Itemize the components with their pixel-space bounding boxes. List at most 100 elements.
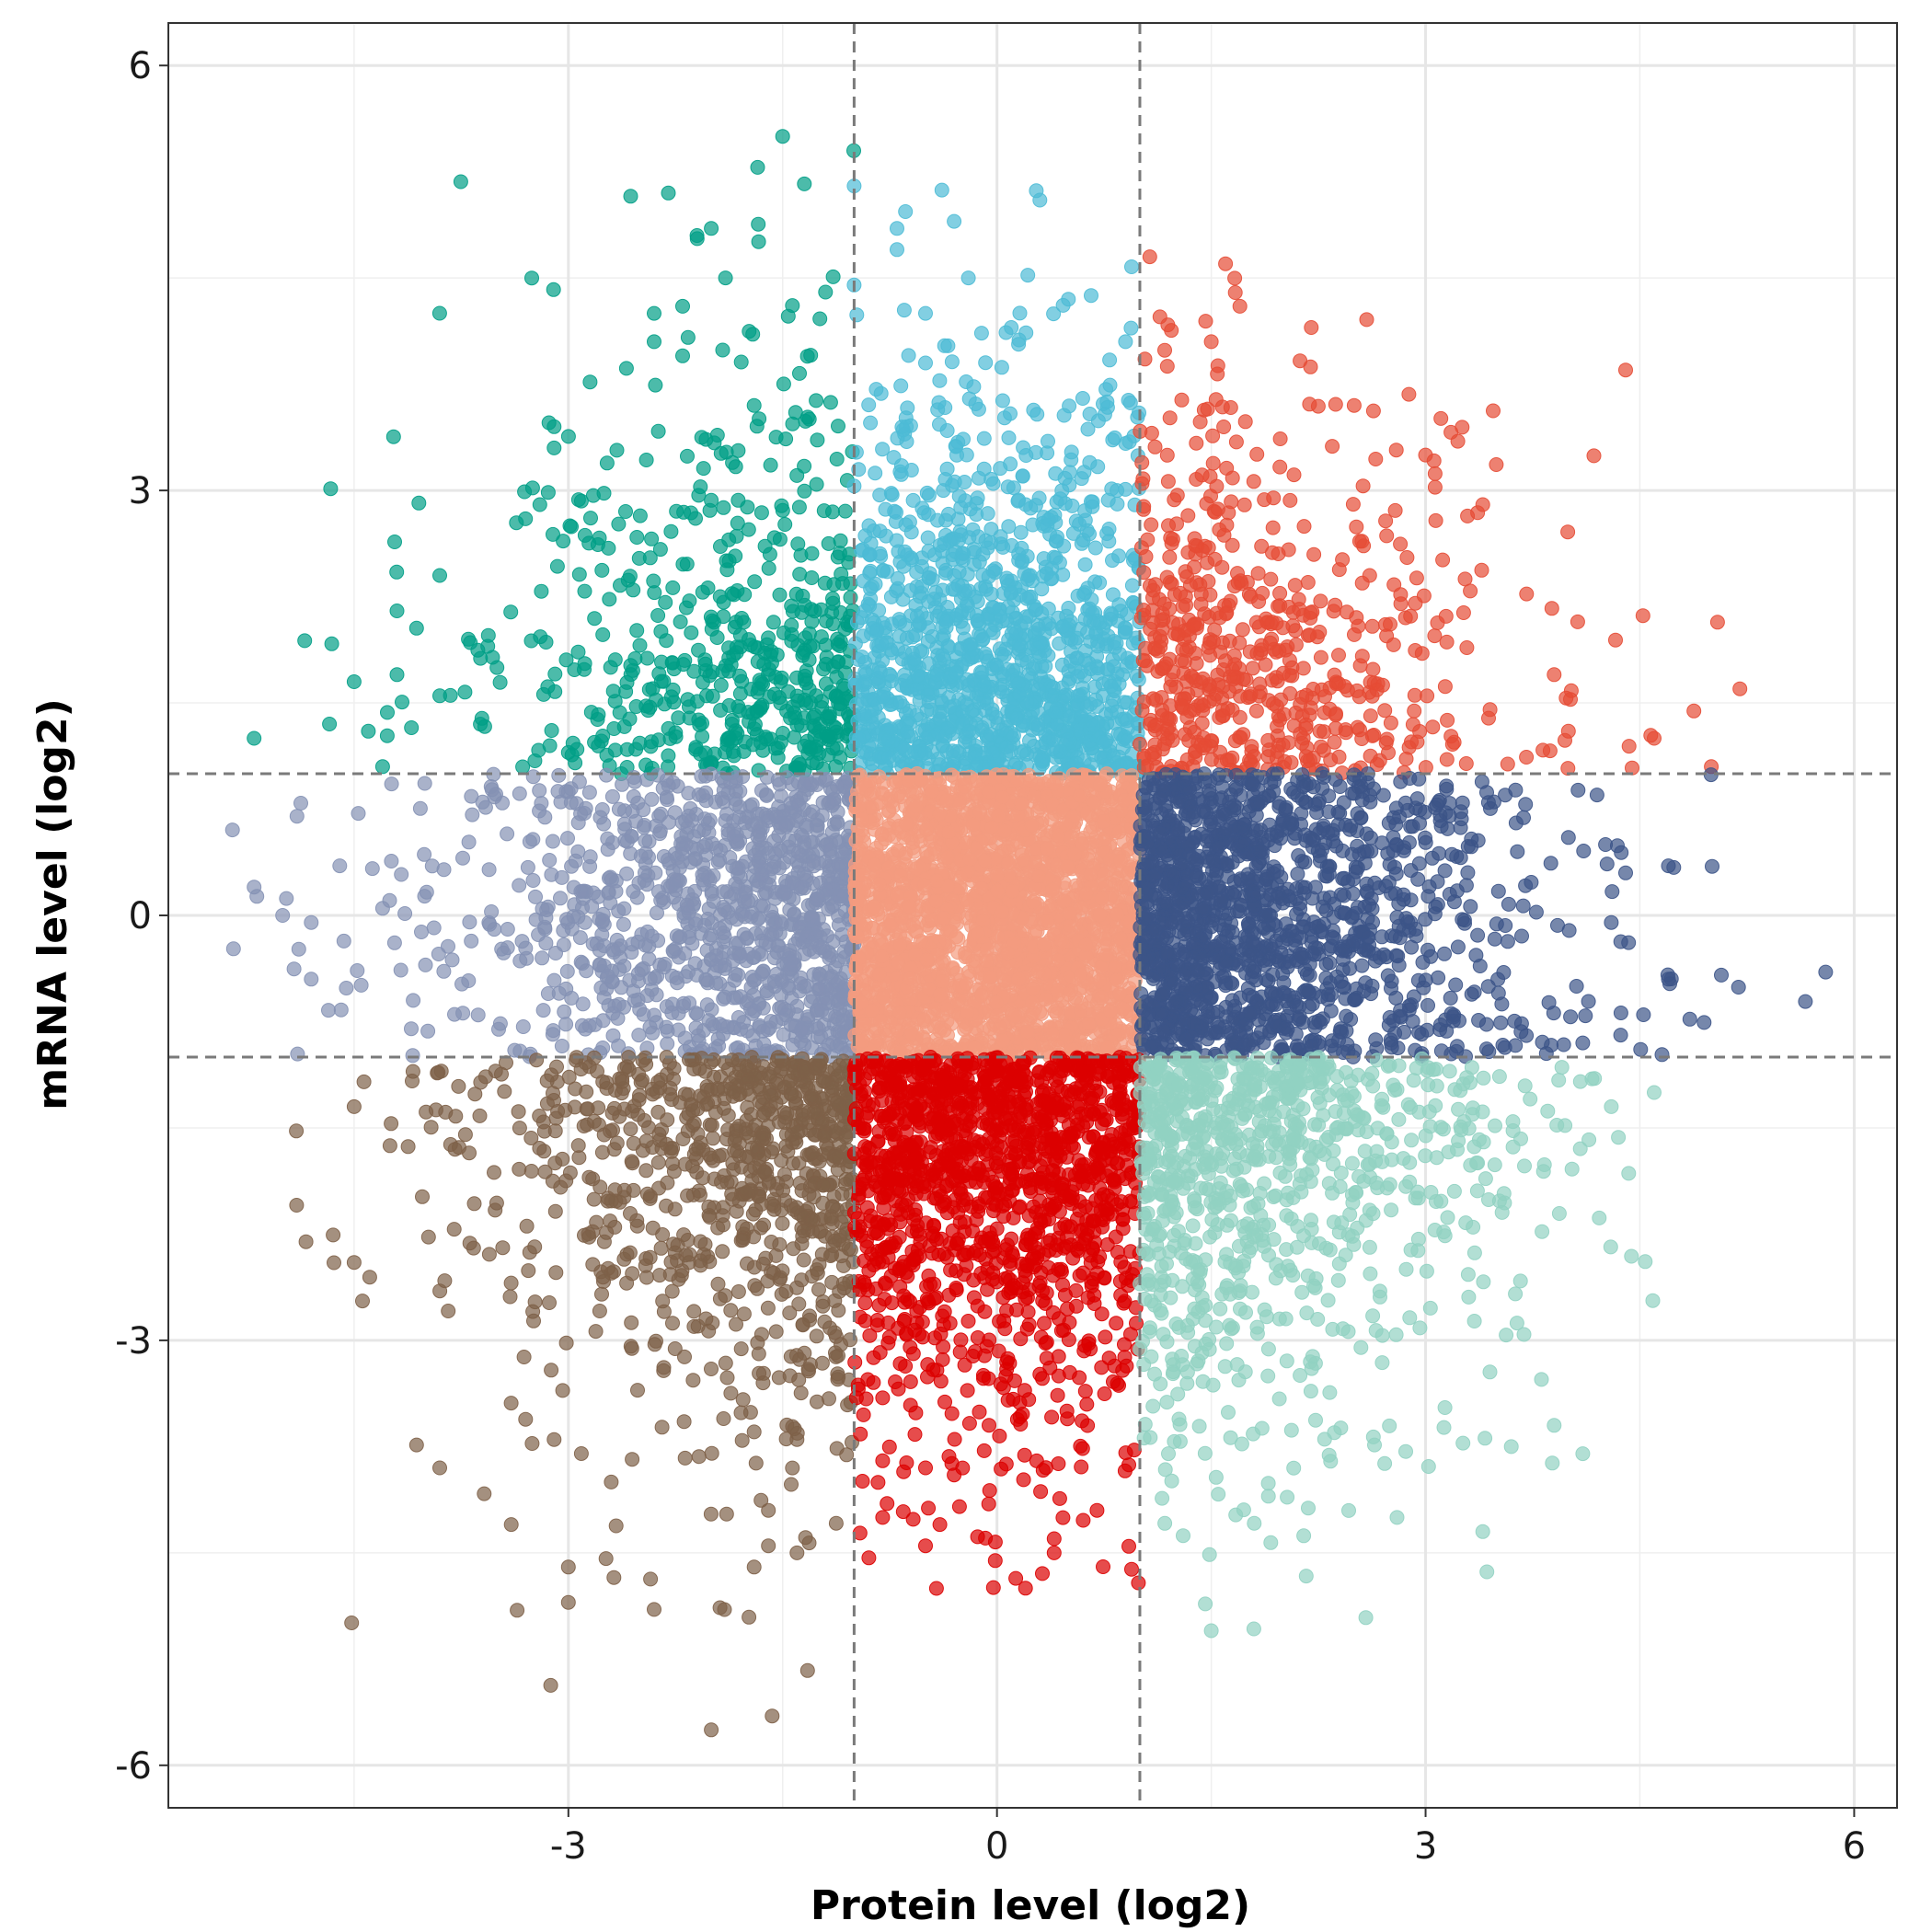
scatter-point-group-4 [500,922,515,937]
scatter-point-group-1 [616,719,632,734]
scatter-point-group-4 [351,806,366,822]
scatter-point-group-3 [1547,667,1562,683]
scatter-point-group-4 [406,993,421,1008]
scatter-point-group-3 [1212,522,1227,537]
scatter-point-group-1 [385,429,401,444]
scatter-point-group-3 [1322,701,1338,717]
scatter-point-group-4 [595,1013,611,1029]
scatter-point-group-4 [581,785,597,800]
scatter-point-group-2 [945,743,960,759]
scatter-point-group-3 [1215,679,1231,695]
scatter-point-group-2 [1032,192,1048,208]
scatter-point-group-1 [518,511,534,526]
scatter-point-group-4 [546,972,562,988]
scatter-point-group-2 [863,415,879,431]
scatter-point-group-1 [556,534,571,549]
scatter-point-group-1 [766,530,782,546]
scatter-point-group-2 [1089,649,1105,664]
scatter-point-group-1 [546,419,562,434]
scatter-point-group-3 [1266,490,1282,506]
scatter-point-group-3 [1248,703,1264,719]
scatter-point-group-1 [627,650,643,666]
scatter-point-group-1 [820,729,835,744]
scatter-point-group-1 [682,699,696,715]
scatter-point-group-1 [755,742,771,758]
scatter-point-group-1 [762,546,777,562]
scatter-point-group-3 [1194,716,1210,731]
scatter-point-group-3 [1407,703,1422,719]
scatter-point-group-1 [661,748,676,764]
scatter-point-group-3 [1232,298,1248,314]
scatter-point-group-4 [542,853,558,868]
scatter-point-group-4 [585,885,601,901]
scatter-point-group-1 [705,688,720,704]
scatter-point-group-1 [641,682,657,697]
scatter-point-group-4 [332,858,348,874]
scatter-point-group-3 [1193,596,1209,612]
scatter-point-group-3 [1435,552,1451,568]
scatter-point-group-2 [996,410,1012,426]
scatter-point-group-3 [1420,688,1435,704]
scatter-point-group-1 [736,743,752,759]
scatter-point-group-3 [1175,699,1190,715]
scatter-point-group-3 [1212,610,1227,626]
scatter-point-group-3 [1433,410,1449,426]
scatter-point-group-3 [1560,524,1576,540]
scatter-point-group-4 [350,963,365,978]
scatter-point-group-3 [1263,571,1279,587]
scatter-point-group-4 [522,834,537,849]
scatter-point-group-3 [1187,559,1202,575]
scatter-point-group-1 [686,663,702,679]
scatter-point-group-4 [426,920,442,936]
scatter-point-group-2 [1048,466,1064,481]
scatter-point-group-2 [1105,432,1121,448]
scatter-point-group-3 [1265,520,1281,535]
scatter-point-group-2 [1097,407,1112,422]
scatter-point-group-4 [755,1023,771,1039]
scatter-point-group-1 [779,703,795,719]
scatter-point-group-4 [681,786,696,801]
scatter-point-group-1 [675,298,690,314]
scatter-point-group-3 [1207,551,1223,567]
scatter-point-group-4 [747,859,763,875]
scatter-point-group-1 [704,621,719,637]
scatter-point-group-4 [626,788,641,804]
scatter-point-group-3 [1165,732,1180,748]
scatter-point-group-4 [821,902,836,916]
scatter-point-group-2 [871,603,887,618]
scatter-point-group-4 [615,776,630,792]
scatter-point-group-1 [632,638,648,653]
scatter-point-group-2 [918,355,933,371]
scatter-point-group-3 [1408,595,1423,611]
scatter-point-group-4 [573,884,589,899]
scatter-point-group-1 [658,594,673,610]
scatter-point-group-3 [1236,497,1252,512]
scatter-point-group-1 [535,686,551,702]
scatter-point-group-3 [1443,729,1459,744]
scatter-point-group-2 [873,385,889,401]
scatter-point-group-4 [656,894,672,910]
scatter-point-group-4 [492,1016,508,1031]
scatter-point-group-3 [1232,730,1248,745]
scatter-point-group-2 [960,270,976,286]
scatter-point-group-1 [726,587,742,603]
scatter-point-group-1 [547,666,563,682]
scatter-point-group-2 [1087,574,1103,590]
scatter-point-group-3 [1225,702,1240,718]
scatter-point-group-3 [1188,546,1203,562]
scatter-point-group-4 [695,867,710,882]
scatter-point-group-2 [1072,621,1087,637]
scatter-point-group-3 [1237,414,1253,430]
scatter-point-group-2 [966,379,982,395]
scatter-point-group-1 [803,348,819,363]
scatter-point-group-4 [726,990,742,1006]
scatter-point-group-1 [594,562,610,578]
scatter-point-group-2 [1011,553,1027,568]
scatter-point-group-1 [799,663,814,679]
scatter-point-group-2 [985,745,1001,761]
scatter-point-group-2 [936,483,951,499]
scatter-point-group-2 [934,182,949,198]
scatter-point-group-4 [455,850,470,866]
scatter-point-group-4 [650,767,665,783]
scatter-point-group-4 [768,809,784,824]
